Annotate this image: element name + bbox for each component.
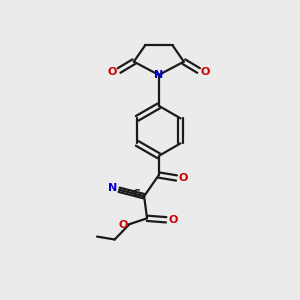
Text: O: O (118, 220, 128, 230)
Text: C: C (132, 189, 140, 199)
Text: O: O (168, 215, 178, 225)
Text: N: N (154, 70, 164, 80)
Text: O: O (178, 173, 188, 183)
Text: O: O (200, 67, 210, 77)
Text: N: N (108, 183, 117, 193)
Text: O: O (108, 67, 117, 77)
